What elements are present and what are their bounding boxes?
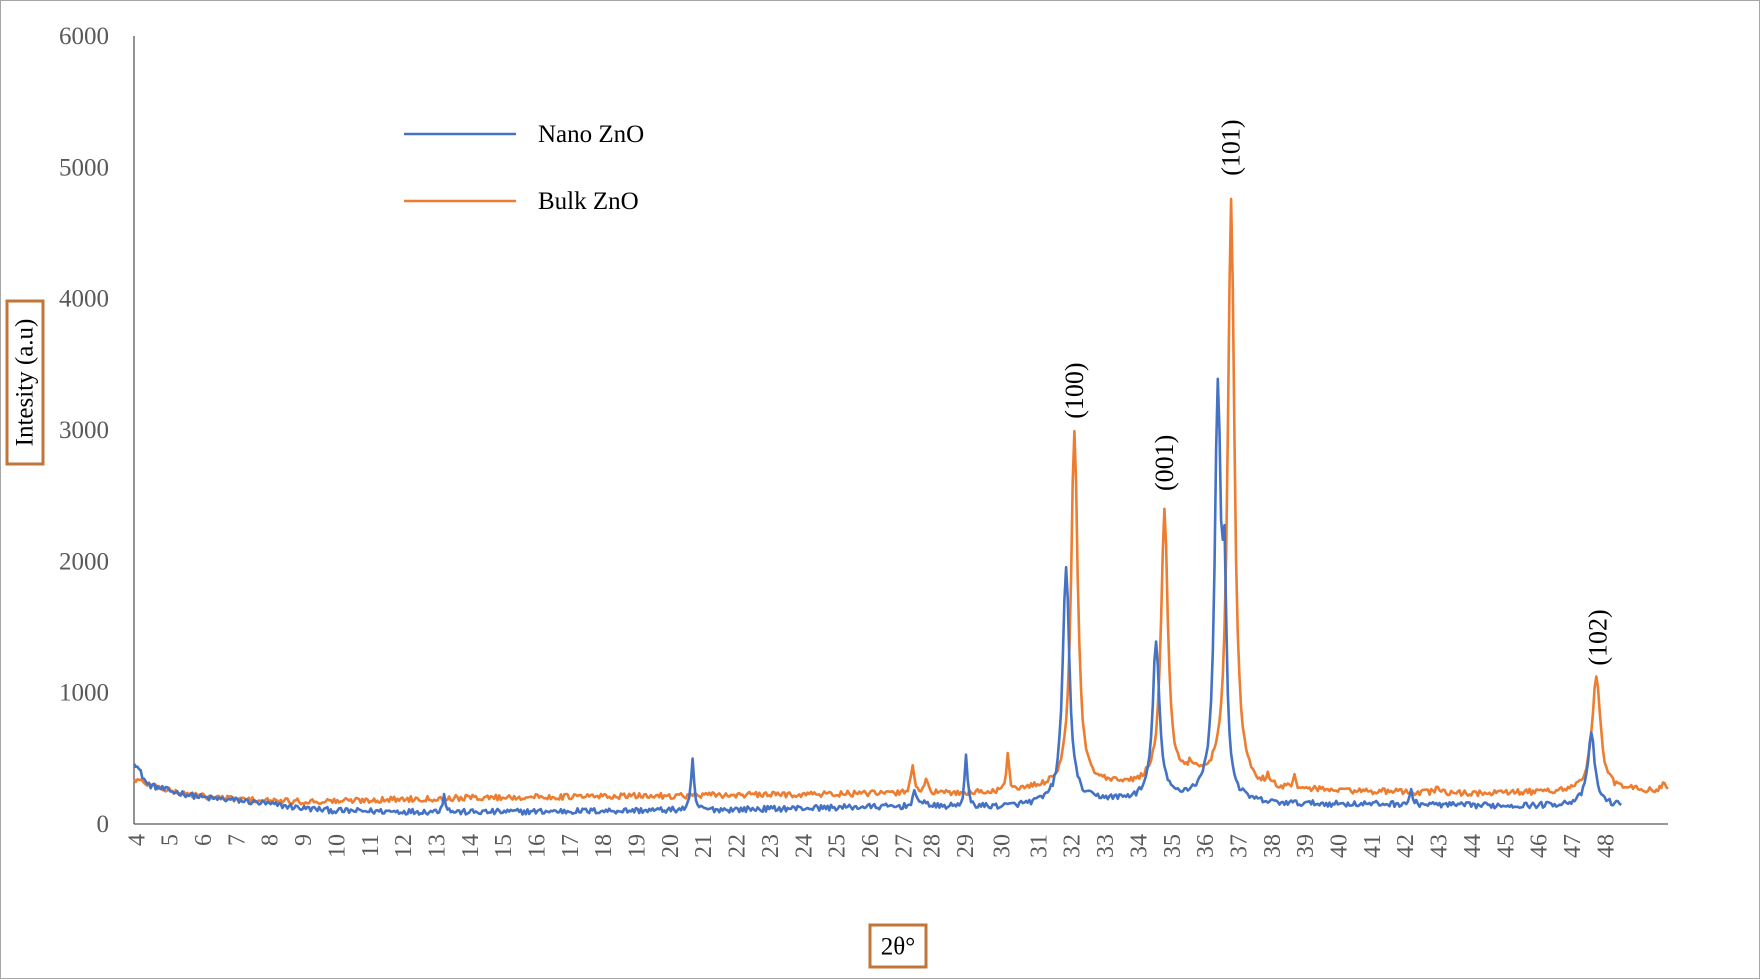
- y-tick-labels: 0 1000 2000 3000 4000 5000 6000: [59, 23, 109, 838]
- x-tick-label: 19: [625, 834, 651, 858]
- x-tick-label: 8: [258, 834, 284, 846]
- y-axis-title-text: Intesity (a.u): [12, 319, 39, 447]
- x-axis-title-box: [868, 923, 928, 969]
- x-tick-label: 44: [1460, 834, 1486, 858]
- x-tick-label: 15: [491, 834, 517, 858]
- x-tick-label: 32: [1060, 834, 1086, 858]
- x-tick-label: 41: [1360, 834, 1386, 858]
- x-tick-label: 18: [591, 834, 617, 858]
- x-tick-label: 36: [1193, 834, 1219, 858]
- x-tick-label: 29: [953, 834, 979, 858]
- y-tick-label: 0: [97, 811, 110, 838]
- x-tick-label: 9: [291, 834, 317, 846]
- x-tick-label: 5: [158, 834, 184, 846]
- x-tick-label: 12: [391, 834, 417, 858]
- x-tick-label: 27: [891, 834, 917, 858]
- x-tick-label: 46: [1527, 834, 1553, 858]
- x-tick-label: 37: [1226, 834, 1252, 858]
- x-tick-label: 35: [1160, 834, 1186, 858]
- x-tick-label: 26: [858, 834, 884, 858]
- x-tick-label: 11: [358, 834, 384, 857]
- legend-label-bulk-zno: Bulk ZnO: [538, 188, 639, 215]
- x-tick-label: 25: [825, 834, 851, 858]
- x-axis-title: 2θ°: [868, 923, 928, 969]
- x-tick-label: 24: [791, 834, 817, 858]
- y-axis-title-box: [5, 299, 45, 466]
- x-tick-label: 31: [1026, 834, 1052, 858]
- x-tick-label: 43: [1427, 834, 1453, 858]
- peak-label: (101): [1217, 119, 1246, 175]
- x-tick-label: 13: [424, 834, 450, 858]
- x-tick-label: 20: [658, 834, 684, 858]
- x-tick-label: 22: [725, 834, 751, 858]
- y-tick-label: 2000: [59, 548, 109, 575]
- y-tick-label: 3000: [59, 417, 109, 444]
- y-tick-label: 1000: [59, 680, 109, 707]
- x-tick-label: 16: [525, 834, 551, 858]
- peak-label: (100): [1060, 362, 1089, 418]
- y-tick-label: 6000: [59, 23, 109, 50]
- x-tick-label: 47: [1560, 834, 1586, 858]
- x-tick-labels: 4 5 6 7 8 9 10 11 12 13 14 15 16 17 18 19 20 21 22 23 24 25 26…: [124, 834, 1619, 858]
- y-axis-title: Intesity (a.u): [5, 299, 45, 466]
- x-tick-label: 40: [1327, 834, 1353, 858]
- x-tick-label: 48: [1593, 834, 1619, 858]
- series-line-bulk-zno: [132, 197, 1669, 806]
- x-axis-title-text: 2θ°: [881, 934, 915, 961]
- x-tick-label: 6: [191, 834, 217, 846]
- series-layer: [132, 197, 1669, 816]
- x-tick-label: 30: [990, 834, 1016, 858]
- y-tick-label: 5000: [59, 154, 109, 181]
- x-tick-label: 45: [1493, 834, 1519, 858]
- x-tick-label: 10: [324, 834, 350, 858]
- x-tick-label: 33: [1093, 834, 1119, 858]
- x-tick-label: 4: [124, 834, 150, 846]
- legend-label-nano-zno: Nano ZnO: [538, 121, 644, 148]
- x-tick-label: 42: [1393, 834, 1419, 858]
- x-tick-label: 39: [1293, 834, 1319, 858]
- x-tick-label: 14: [458, 834, 484, 858]
- x-tick-label: 28: [920, 834, 946, 858]
- x-tick-label: 34: [1126, 834, 1152, 858]
- series-line-nano-zno: [132, 377, 1623, 816]
- legend: Nano ZnO Bulk ZnO: [404, 121, 644, 215]
- peak-label: (001): [1150, 435, 1179, 491]
- x-tick-label: 17: [558, 834, 584, 858]
- x-tick-label: 23: [758, 834, 784, 858]
- peak-label: (102): [1583, 609, 1612, 665]
- x-tick-label: 38: [1260, 834, 1286, 858]
- x-tick-label: 21: [691, 834, 717, 858]
- peak-annotations: (100) (001) (101) (102): [1060, 119, 1613, 665]
- x-tick-label: 7: [224, 834, 250, 846]
- y-tick-label: 4000: [59, 286, 109, 313]
